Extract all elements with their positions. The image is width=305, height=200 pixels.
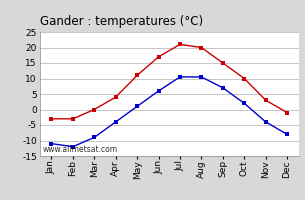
Text: Gander : temperatures (°C): Gander : temperatures (°C) bbox=[40, 15, 203, 28]
Text: www.allmetsat.com: www.allmetsat.com bbox=[42, 145, 117, 154]
